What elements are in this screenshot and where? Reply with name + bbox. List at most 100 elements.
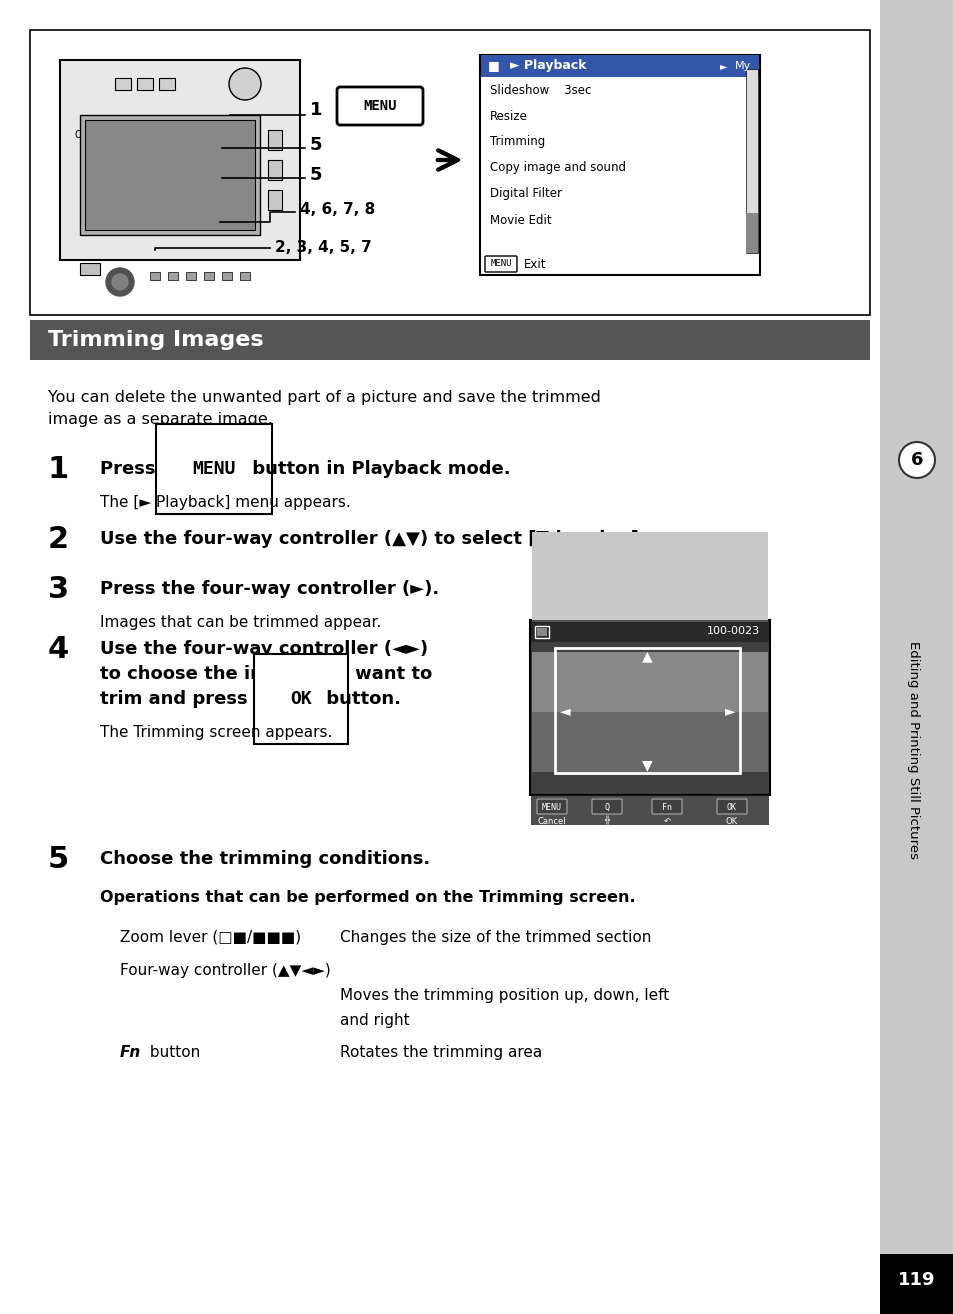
Text: Editing and Printing Still Pictures: Editing and Printing Still Pictures [906,641,920,859]
Text: Fn: Fn [120,1045,141,1060]
Bar [80,116,260,235]
FancyBboxPatch shape [336,87,422,125]
Bar [85,120,254,230]
Text: button in Playback mode.: button in Playback mode. [246,460,510,478]
Text: MENU: MENU [490,259,511,268]
Text: OK: OK [290,690,312,708]
Text: Fn: Fn [661,803,671,812]
Text: 4: 4 [48,635,70,664]
Bar [268,191,282,210]
Bar [532,532,767,622]
Text: ■: ■ [488,59,499,72]
Text: Images that can be trimmed appear.: Images that can be trimmed appear. [100,615,381,629]
Text: button.: button. [319,690,400,708]
Bar [479,55,760,275]
Circle shape [229,68,261,100]
Text: ►: ► [720,60,727,71]
Bar [168,272,178,280]
Text: The [► Playback] menu appears.: The [► Playback] menu appears. [100,495,351,510]
Text: You can delete the unwanted part of a picture and save the trimmed
image as a se: You can delete the unwanted part of a pi… [48,390,600,427]
Text: 4, 6, 7, 8: 4, 6, 7, 8 [299,202,375,218]
Text: Q: Q [604,803,609,812]
Bar [879,0,953,1314]
Bar [531,620,768,643]
Text: Use the four-way controller (◄►): Use the four-way controller (◄►) [100,640,428,658]
Text: Press the: Press the [100,460,201,478]
Text: Changes the size of the trimmed section: Changes the size of the trimmed section [339,930,651,945]
Text: ▲: ▲ [641,649,652,664]
Text: Resize: Resize [490,109,527,122]
Bar [537,628,546,636]
Bar [555,648,740,773]
Bar [480,55,759,78]
Bar [204,272,213,280]
Text: 2, 3, 4, 5, 7: 2, 3, 4, 5, 7 [274,240,372,255]
Text: Digital Filter: Digital Filter [490,188,561,201]
Bar [30,30,869,315]
Bar [745,213,758,254]
Bar [186,272,195,280]
Text: 100-0023: 100-0023 [706,625,760,636]
Text: 3: 3 [48,576,69,604]
FancyBboxPatch shape [717,799,746,813]
Text: and right: and right [339,1013,409,1028]
Bar [531,795,768,825]
Text: button: button [145,1045,200,1060]
FancyBboxPatch shape [484,256,517,272]
Text: Trimming: Trimming [490,135,545,148]
Text: ► Playback: ► Playback [510,59,586,72]
Circle shape [898,442,934,478]
Bar [530,620,769,795]
Text: Trimming Images: Trimming Images [48,330,263,350]
Text: 5: 5 [48,845,70,874]
Text: Cancel: Cancel [537,816,566,825]
Text: ↶: ↶ [662,816,670,825]
Text: My: My [734,60,750,71]
Bar [240,272,250,280]
FancyBboxPatch shape [651,799,681,813]
Text: Choose the trimming conditions.: Choose the trimming conditions. [100,850,430,869]
Text: MENU: MENU [363,99,396,113]
Text: Exit: Exit [523,258,546,271]
Text: 5: 5 [310,166,322,184]
Text: Press the four-way controller (►).: Press the four-way controller (►). [100,579,438,598]
Text: OK: OK [726,803,737,812]
Bar [535,625,548,639]
FancyArrowPatch shape [437,150,457,170]
Bar [532,712,767,773]
Text: Movie Edit: Movie Edit [490,213,551,226]
Text: 2: 2 [48,526,69,555]
Text: ▼: ▼ [641,758,652,773]
Text: to choose the image you want to: to choose the image you want to [100,665,432,683]
Text: Zoom lever (□■/■■■): Zoom lever (□■/■■■) [120,930,301,945]
Bar [30,321,869,360]
Text: 1: 1 [310,101,322,120]
Text: Moves the trimming position up, down, left: Moves the trimming position up, down, le… [339,988,669,1003]
Bar [60,60,299,260]
Text: Optio X: Optio X [75,130,111,141]
Circle shape [106,268,133,296]
Text: ►: ► [724,704,735,717]
FancyBboxPatch shape [592,799,621,813]
Text: Rotates the trimming area: Rotates the trimming area [339,1045,541,1060]
Bar [137,78,152,89]
Text: Use the four-way controller (▲▼) to select [Trimming].: Use the four-way controller (▲▼) to sele… [100,530,645,548]
Bar [268,130,282,150]
Text: Four-way controller (▲▼◄►): Four-way controller (▲▼◄►) [120,963,331,978]
Bar [150,272,160,280]
Text: ◄: ◄ [559,704,570,717]
Text: Slideshow    3sec: Slideshow 3sec [490,84,591,96]
Text: 5: 5 [310,137,322,154]
Text: The Trimming screen appears.: The Trimming screen appears. [100,725,332,740]
Text: OK: OK [725,816,738,825]
Text: 6: 6 [910,451,923,469]
Bar [879,1254,953,1314]
Bar [532,652,767,712]
Bar [745,70,758,254]
Bar [268,160,282,180]
Text: Operations that can be performed on the Trimming screen.: Operations that can be performed on the … [100,890,635,905]
Text: MENU: MENU [192,460,235,478]
Text: ╬: ╬ [604,816,609,825]
Text: 1: 1 [48,455,70,484]
Bar [80,263,100,275]
